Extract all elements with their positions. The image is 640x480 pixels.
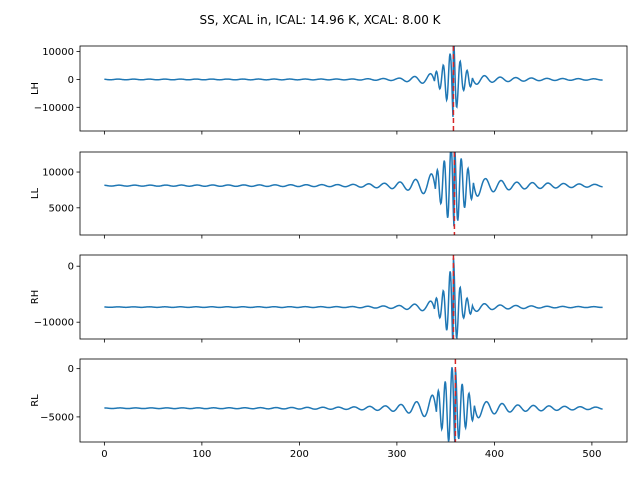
y-axis-label: RL (30, 394, 41, 407)
ytick-label: −10000 (34, 103, 74, 114)
y-axis-label: RH (30, 290, 41, 304)
ytick-label: 5000 (49, 203, 74, 214)
signal-line-lh (104, 46, 603, 117)
xtick-label: 100 (192, 449, 211, 460)
xtick-label: 0 (101, 449, 107, 460)
signal-line-rl (104, 367, 603, 442)
ytick-label: 0 (68, 364, 74, 375)
axes-frame (79, 254, 628, 340)
axes-frame (79, 45, 628, 132)
xtick-label: 300 (387, 449, 406, 460)
signal-line-ll (104, 152, 603, 227)
subplot-lh: 10000 0 −10000 LH (30, 45, 628, 135)
subplot-rl: 0 −5000 0 100 200 300 400 500 RL (30, 358, 628, 460)
ytick-label: 0 (68, 262, 74, 273)
axes-frame (79, 358, 628, 443)
ytick-label: 0 (68, 75, 74, 86)
subplot-ll: 10000 5000 LL (30, 151, 628, 239)
figure-title: SS, XCAL in, ICAL: 14.96 K, XCAL: 8.00 K (199, 13, 441, 27)
y-axis-label: LH (30, 82, 41, 95)
subplot-rh: 0 −10000 RH (30, 254, 628, 343)
xtick-label: 200 (290, 449, 309, 460)
ytick-label: −10000 (34, 318, 74, 329)
signal-line-rh (104, 257, 603, 339)
ytick-label: 10000 (42, 168, 74, 179)
ytick-label: −5000 (40, 412, 74, 423)
subplot-panels: 100000−10000LH100005000LL0−10000RH0−5000… (30, 45, 628, 460)
xtick-label: 400 (485, 449, 504, 460)
ytick-label: 10000 (42, 47, 74, 58)
axes-frame (79, 151, 628, 236)
xtick-label: 500 (582, 449, 601, 460)
y-axis-label: LL (30, 188, 41, 200)
